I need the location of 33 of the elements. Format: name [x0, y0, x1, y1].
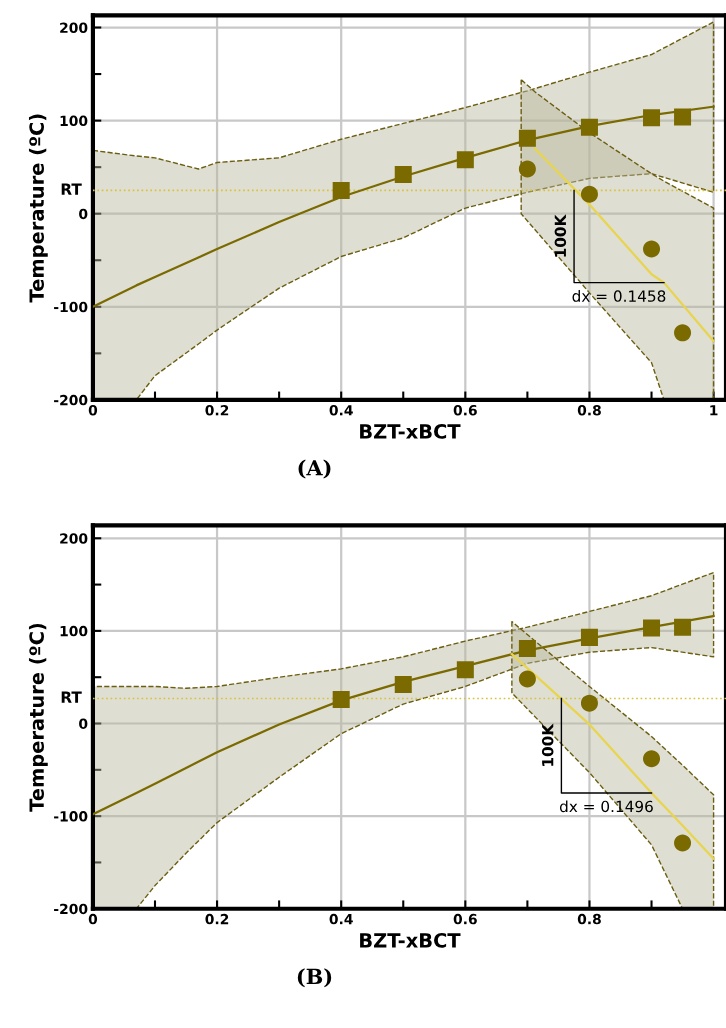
text: (A) [298, 459, 331, 479]
x-tick-label: 1 [710, 405, 718, 416]
x-tick-label: 0.2 [205, 405, 229, 416]
x-tick-label: 0.8 [577, 913, 601, 925]
y-tick-label: 0 [79, 208, 88, 220]
y-tick-label: 0 [79, 718, 88, 729]
x-tick-label: 0.8 [577, 405, 601, 416]
y-tick-label: -200 [54, 394, 88, 406]
annotation: 100K [554, 214, 567, 257]
x-tick-label: 0.6 [453, 913, 477, 925]
y-tick-label: 200 [60, 533, 88, 544]
x-tick-label: 0.2 [205, 913, 229, 925]
y-tick-label: 200 [60, 22, 88, 33]
x-tick-label: 0 [88, 913, 98, 925]
x-axis-title: BZT-xBCT [360, 424, 461, 439]
annotation: dx = 0.1458 [572, 290, 666, 302]
y-tick-label: 100 [60, 115, 88, 127]
y-tick-label: -100 [54, 811, 88, 822]
annotation: dx = 0.1496 [559, 800, 653, 813]
annotation: 100K [541, 723, 554, 766]
x-tick-label: 0.6 [453, 405, 477, 416]
y-tick-label: -100 [54, 301, 88, 313]
x-axis-title: BZT-xBCT [360, 932, 461, 948]
y-tick-label: -200 [54, 903, 88, 915]
x-tick-label: 0 [88, 405, 98, 416]
ref-line-label: RT [61, 691, 82, 703]
y-tick-label: 100 [60, 625, 88, 637]
x-tick-label: 0.4 [329, 405, 353, 416]
x-tick-label: 0.4 [329, 913, 353, 925]
text: (B) [297, 968, 332, 988]
ref-line-label: RT [61, 183, 82, 195]
y-axis-title: Temperature (ºC) [28, 114, 48, 303]
y-axis-title: Temperature (ºC) [28, 623, 48, 812]
